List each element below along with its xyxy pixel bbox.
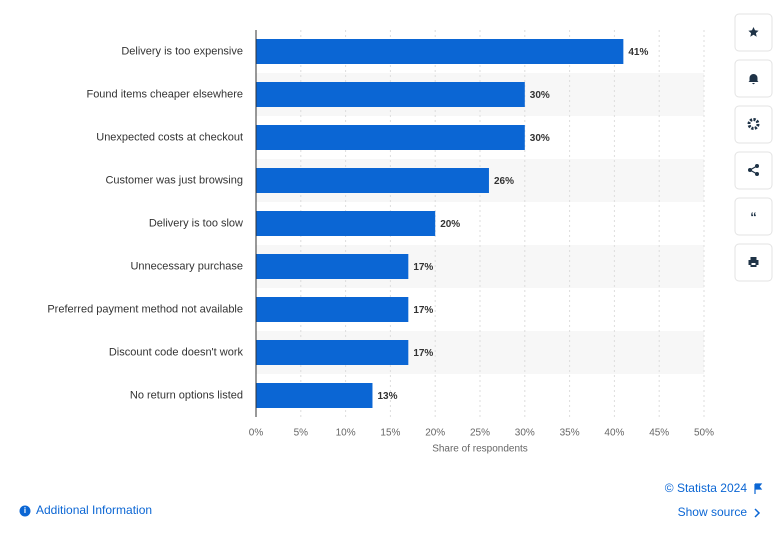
additional-info[interactable]: i Additional Information <box>19 503 153 517</box>
bar <box>256 168 489 193</box>
bar <box>256 383 373 408</box>
y-tick-label: Unnecessary purchase <box>130 260 243 272</box>
x-axis-label: Share of respondents <box>432 444 528 455</box>
bar <box>256 82 525 107</box>
bell-icon <box>748 74 759 85</box>
bar <box>256 297 409 322</box>
share-button[interactable] <box>734 151 773 190</box>
info-icon <box>19 505 31 517</box>
x-tick-label: 15% <box>380 428 400 439</box>
x-tick-label: 5% <box>294 428 309 439</box>
x-tick-label: 45% <box>649 428 669 439</box>
x-tick-label: 40% <box>604 428 624 439</box>
y-tick-label: No return options listed <box>130 389 243 401</box>
credit[interactable]: © Statista 2024 <box>665 481 748 495</box>
x-tick-label: 35% <box>560 428 580 439</box>
value-label: 26% <box>494 176 514 187</box>
y-tick-label: Customer was just browsing <box>105 174 243 186</box>
value-label: 30% <box>530 133 550 144</box>
x-tick-label: 50% <box>694 428 714 439</box>
info-glyph: i <box>24 506 26 515</box>
chevron-icon <box>754 508 761 518</box>
flag-icon[interactable] <box>754 483 763 494</box>
bar <box>256 39 624 64</box>
additional-info-link[interactable]: Additional Information <box>36 503 152 517</box>
y-tick-label: Delivery is too expensive <box>121 45 243 57</box>
gear-button[interactable] <box>734 105 773 144</box>
gear-icon <box>747 118 760 130</box>
share-line <box>748 165 758 175</box>
bar <box>256 340 409 365</box>
quote-button[interactable] <box>734 197 773 236</box>
x-tick-label: 20% <box>425 428 445 439</box>
bar <box>256 254 409 279</box>
quote-icon: “ <box>750 209 757 224</box>
print-icon <box>748 257 759 267</box>
value-label: 13% <box>377 391 397 402</box>
value-label: 17% <box>413 262 433 273</box>
toolbar: “ <box>734 13 773 282</box>
value-label: 30% <box>530 90 550 101</box>
y-tick-label: Found items cheaper elsewhere <box>86 88 243 100</box>
bar <box>256 125 525 150</box>
x-tick-label: 25% <box>470 428 490 439</box>
x-tick-label: 0% <box>249 428 264 439</box>
value-label: 41% <box>628 47 648 58</box>
y-tick-label: Discount code doesn't work <box>109 346 244 358</box>
y-tick-label: Preferred payment method not available <box>47 303 243 315</box>
show-source[interactable]: Show source <box>678 505 748 519</box>
y-tick-label: Delivery is too slow <box>149 217 243 229</box>
x-tick-label: 10% <box>336 428 356 439</box>
x-tick-label: 30% <box>515 428 535 439</box>
bar <box>256 211 436 236</box>
value-label: 17% <box>413 348 433 359</box>
value-label: 17% <box>413 305 433 316</box>
value-label: 20% <box>440 219 460 230</box>
y-tick-label: Unexpected costs at checkout <box>96 131 243 143</box>
star-icon <box>748 27 759 37</box>
